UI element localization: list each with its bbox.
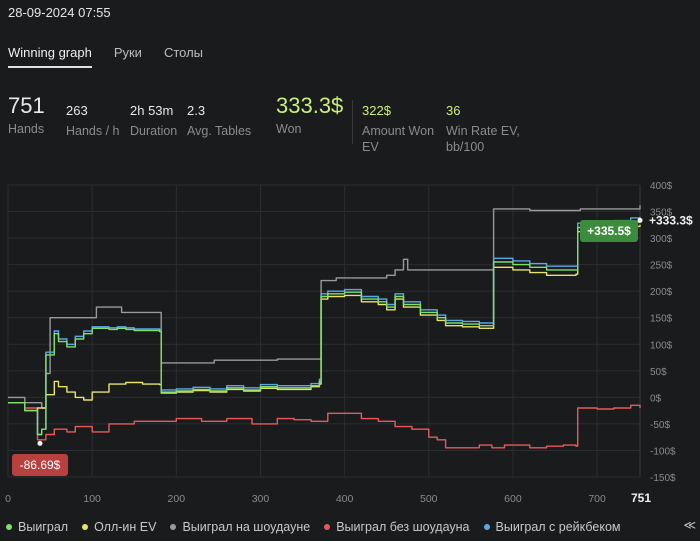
- y-tick-label: 200$: [650, 287, 673, 298]
- legend-item[interactable]: Выиграл: [6, 520, 68, 534]
- stat-hands-value: 751: [8, 93, 45, 118]
- x-tick-label: 600: [504, 493, 522, 505]
- tab-winning-graph[interactable]: Winning graph: [8, 45, 92, 68]
- legend-dot-icon: [6, 524, 12, 530]
- tab-hands[interactable]: Руки: [113, 45, 142, 60]
- series-line: [8, 402, 641, 449]
- y-tick-label: 300$: [650, 234, 673, 245]
- stat-win-rate-ev: 36 Win Rate EV, bb/100: [446, 103, 526, 155]
- legend-dot-icon: [82, 524, 89, 530]
- stats-divider: [352, 100, 353, 144]
- stat-avg-tables: 2.3 Avg. Tables: [187, 103, 251, 139]
- legend-dot-icon: [170, 524, 177, 530]
- stat-duration-value: 2h 53m: [130, 103, 174, 118]
- legend-label: Выиграл: [18, 520, 69, 534]
- tab-bar: Winning graph Руки Столы: [8, 45, 225, 68]
- legend-label: Выиграл без шоудауна: [336, 520, 470, 534]
- legend-dot-icon: [324, 524, 331, 530]
- legend-dot-icon: [483, 524, 490, 530]
- y-tick-label: 50$: [650, 367, 667, 378]
- y-tick-label: 250$: [650, 261, 673, 272]
- legend-label: Олл-ин EV: [94, 520, 157, 534]
- y-tick-label: 400$: [650, 181, 673, 192]
- stat-amount-won-ev-value: 322$: [362, 103, 391, 118]
- legend-item[interactable]: Олл-ин EV: [82, 520, 156, 534]
- stat-duration-label: Duration: [130, 124, 178, 138]
- x-tick-label: 0: [5, 493, 11, 505]
- stat-hands: 751 Hands: [8, 93, 45, 137]
- x-tick-label: 100: [83, 493, 101, 505]
- final-value-dot: [637, 217, 643, 223]
- stat-amount-won-ev: 322$ Amount Won EV: [362, 103, 444, 155]
- series-line: [8, 205, 641, 409]
- stat-avg-tables-value: 2.3: [187, 103, 206, 118]
- ev-marker-label: +335.5$: [587, 224, 631, 238]
- series-line: [8, 216, 641, 436]
- stat-win-rate-ev-value: 36: [446, 103, 461, 118]
- winning-graph-chart[interactable]: 400$ 350$ 300$ 250$ 200$ 150$ 100$ 50$ 0$ -50$ -10…: [0, 172, 700, 517]
- y-tick-label: -50$: [650, 420, 670, 431]
- x-tick-label: 500: [420, 493, 438, 505]
- min-marker-dot: [37, 440, 43, 446]
- final-value-label: +333.3$: [649, 213, 693, 227]
- chart-legend: Выиграл Олл-ин EV Выиграл на шоудауне Выигр…: [6, 520, 635, 534]
- x-tick-label: 400: [336, 493, 354, 505]
- stat-won-label: Won: [276, 122, 302, 136]
- stat-avg-tables-label: Avg. Tables: [187, 124, 252, 138]
- series-line: [8, 224, 641, 412]
- y-tick-label: -150$: [650, 473, 676, 484]
- x-tick-label: 700: [588, 493, 606, 505]
- legend-label: Выиграл на шоудауне: [182, 520, 311, 534]
- stat-hands-label: Hands: [8, 122, 45, 136]
- x-max-label: 751: [631, 491, 651, 505]
- y-tick-label: -100$: [650, 446, 676, 457]
- ev-marker-badge: [580, 220, 638, 242]
- x-tick-label: 300: [252, 493, 270, 505]
- legend-item[interactable]: Выиграл с рейкбеком: [483, 520, 621, 534]
- legend-label: Выиграл с рейкбеком: [495, 520, 621, 534]
- stat-win-rate-ev-label: Win Rate EV, bb/100: [446, 124, 520, 154]
- stat-won: 333.3$ Won: [276, 93, 343, 137]
- legend-item[interactable]: Выиграл без шоудауна: [324, 520, 470, 534]
- stat-hands-per-hour: 263 Hands / h: [66, 103, 120, 139]
- y-tick-label: 100$: [650, 340, 673, 351]
- y-tick-label: 0$: [650, 393, 662, 404]
- series-line: [8, 220, 641, 436]
- stat-hands-per-hour-label: Hands / h: [66, 124, 120, 138]
- legend-collapse-icon[interactable]: ≪: [683, 518, 696, 532]
- y-tick-label: 350$: [650, 208, 673, 219]
- stat-won-value: 333.3$: [276, 93, 344, 118]
- stat-duration: 2h 53m Duration: [130, 103, 177, 139]
- tab-tables[interactable]: Столы: [163, 45, 204, 60]
- session-timestamp: 28-09-2024 07:55: [8, 5, 111, 20]
- min-marker-label: -86.69$: [20, 458, 61, 472]
- stat-amount-won-ev-label: Amount Won EV: [362, 124, 435, 154]
- legend-item[interactable]: Выиграл на шоудауне: [170, 520, 310, 534]
- x-tick-label: 200: [168, 493, 186, 505]
- min-marker-badge: [12, 454, 68, 476]
- stat-hands-per-hour-value: 263: [66, 103, 88, 118]
- y-tick-label: 150$: [650, 314, 673, 325]
